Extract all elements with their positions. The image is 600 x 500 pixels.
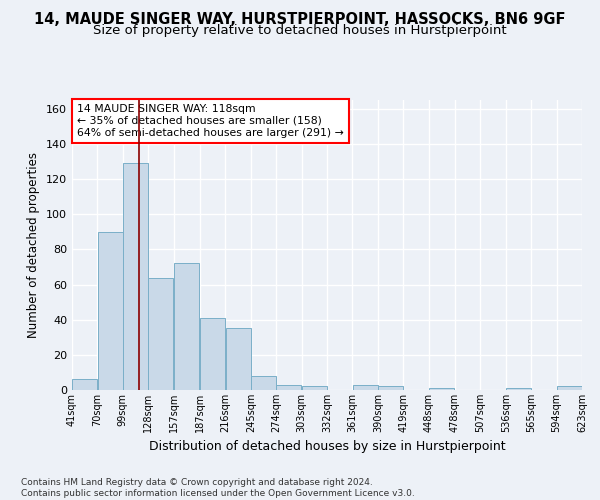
Bar: [148, 278, 173, 390]
Bar: [174, 264, 199, 390]
Text: Contains HM Land Registry data © Crown copyright and database right 2024.
Contai: Contains HM Land Registry data © Crown c…: [21, 478, 415, 498]
Bar: [251, 376, 276, 390]
Bar: [98, 232, 122, 390]
Bar: [72, 380, 97, 390]
Bar: [302, 386, 327, 390]
Bar: [353, 384, 377, 390]
Bar: [378, 386, 403, 390]
Bar: [557, 386, 582, 390]
Text: 14 MAUDE SINGER WAY: 118sqm
← 35% of detached houses are smaller (158)
64% of se: 14 MAUDE SINGER WAY: 118sqm ← 35% of det…: [77, 104, 344, 138]
Bar: [506, 388, 531, 390]
Bar: [429, 388, 454, 390]
Text: Size of property relative to detached houses in Hurstpierpoint: Size of property relative to detached ho…: [93, 24, 507, 37]
Y-axis label: Number of detached properties: Number of detached properties: [28, 152, 40, 338]
Bar: [277, 384, 301, 390]
Text: 14, MAUDE SINGER WAY, HURSTPIERPOINT, HASSOCKS, BN6 9GF: 14, MAUDE SINGER WAY, HURSTPIERPOINT, HA…: [34, 12, 566, 28]
X-axis label: Distribution of detached houses by size in Hurstpierpoint: Distribution of detached houses by size …: [149, 440, 505, 454]
Bar: [226, 328, 251, 390]
Bar: [123, 164, 148, 390]
Bar: [200, 318, 225, 390]
